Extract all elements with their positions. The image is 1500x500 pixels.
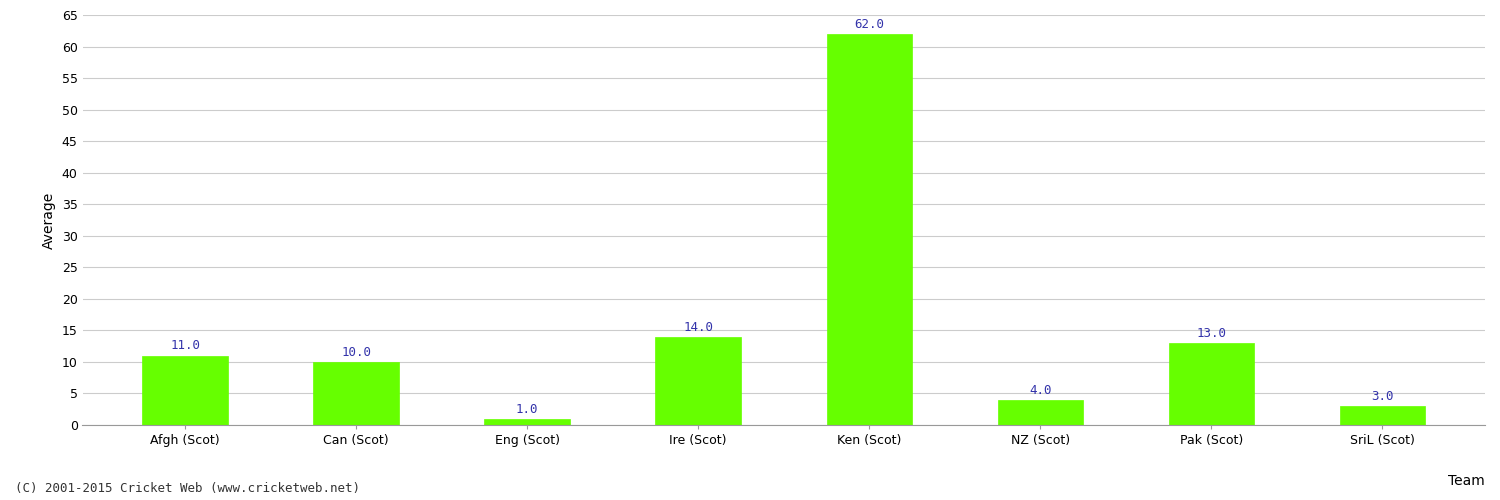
Bar bbox=[142, 356, 228, 425]
Bar bbox=[1340, 406, 1425, 425]
Bar bbox=[998, 400, 1083, 425]
Bar bbox=[656, 336, 741, 425]
Text: 1.0: 1.0 bbox=[516, 402, 538, 415]
Text: 62.0: 62.0 bbox=[855, 18, 885, 31]
Text: 14.0: 14.0 bbox=[682, 320, 712, 334]
Text: Team: Team bbox=[1448, 474, 1485, 488]
Text: 3.0: 3.0 bbox=[1371, 390, 1394, 403]
Text: 10.0: 10.0 bbox=[340, 346, 370, 359]
Y-axis label: Average: Average bbox=[42, 192, 56, 248]
Bar bbox=[1168, 343, 1254, 425]
Text: (C) 2001-2015 Cricket Web (www.cricketweb.net): (C) 2001-2015 Cricket Web (www.cricketwe… bbox=[15, 482, 360, 495]
Text: 11.0: 11.0 bbox=[170, 340, 200, 352]
Text: 4.0: 4.0 bbox=[1029, 384, 1051, 396]
Bar bbox=[827, 34, 912, 425]
Bar bbox=[314, 362, 399, 425]
Text: 13.0: 13.0 bbox=[1197, 327, 1227, 340]
Bar bbox=[484, 418, 570, 425]
